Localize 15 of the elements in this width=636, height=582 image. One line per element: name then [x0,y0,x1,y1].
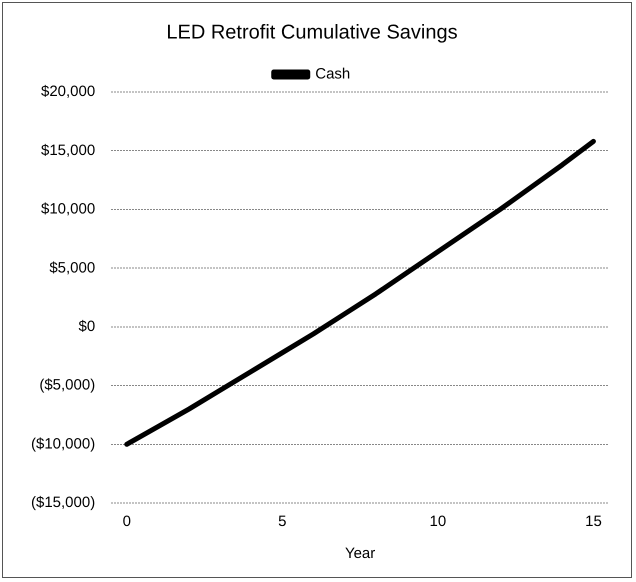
y-tick-label: $5,000 [49,259,96,276]
y-tick-label: $0 [78,318,96,335]
x-tick-label: 0 [122,513,131,530]
y-tick-label: ($5,000) [39,376,96,394]
y-tick-label: ($10,000) [30,435,96,452]
y-tick-label: $10,000 [40,200,96,218]
y-tick-label: $15,000 [40,142,96,159]
x-tick-label: 15 [585,513,602,530]
x-tick-label: 5 [278,513,286,530]
x-tick-label: 10 [430,513,446,530]
x-axis-title: Year [344,545,376,562]
legend-label: Cash [315,66,350,83]
chart-title: LED Retrofit Cumulative Savings [166,22,458,44]
y-tick-label: ($15,000) [30,494,96,512]
y-tick-label: $20,000 [40,83,96,100]
